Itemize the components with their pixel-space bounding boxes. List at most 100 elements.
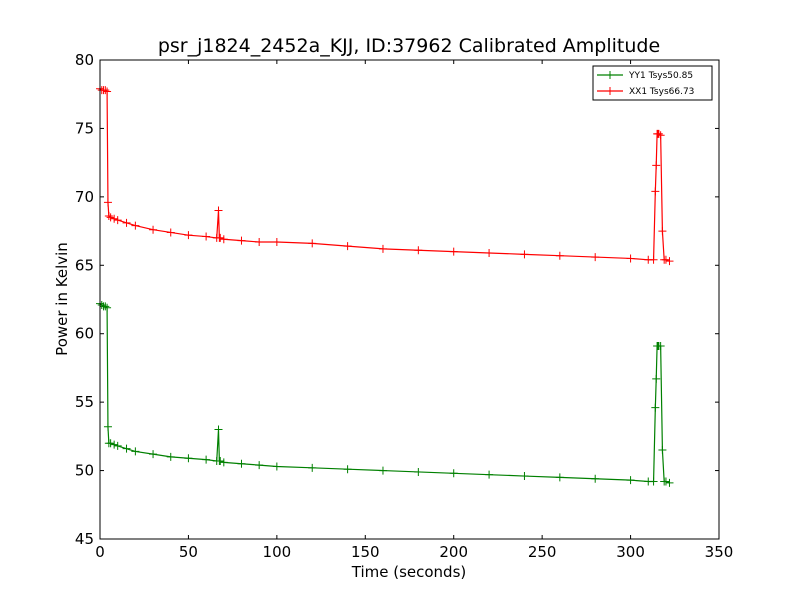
series-1-point	[106, 439, 115, 448]
series-1-line	[99, 303, 670, 484]
series-2-point	[308, 239, 317, 248]
series-1-point	[661, 477, 670, 486]
x-tick-label: 350	[705, 543, 734, 561]
series-2-point	[626, 254, 635, 263]
series-1-point	[626, 476, 635, 485]
series-2-line	[99, 88, 670, 262]
series-1-point	[343, 465, 352, 474]
series-1-point	[237, 459, 246, 468]
series-2-point	[555, 251, 564, 260]
series-1-point	[202, 455, 211, 464]
series-1-point	[652, 374, 661, 383]
x-tick-label: 250	[528, 543, 557, 561]
series-2-point	[591, 253, 600, 262]
series-2-point	[651, 187, 660, 196]
legend-label: YY1 Tsys50.85	[628, 71, 693, 81]
series-2-point	[272, 238, 281, 247]
series-1-point	[122, 444, 131, 453]
legend-box	[592, 65, 713, 101]
series-1-point	[555, 473, 564, 482]
series-2-point	[101, 86, 110, 95]
series-1-point	[308, 463, 317, 472]
series-2-point	[122, 218, 131, 227]
series-1-point	[113, 441, 122, 450]
series-1-point	[656, 342, 665, 351]
x-tick-label: 150	[351, 543, 380, 561]
series-2-point	[237, 236, 246, 245]
series-1-point	[184, 454, 193, 463]
series-2-point	[113, 216, 122, 225]
series-2-point	[110, 214, 119, 223]
series-2-point	[654, 129, 663, 138]
x-tick-label: 0	[95, 543, 105, 561]
x-tick-label: 300	[616, 543, 645, 561]
series-2-point	[652, 161, 661, 170]
y-tick-label: 50	[75, 462, 94, 480]
series-1-point	[449, 469, 458, 478]
series-1-point	[101, 302, 110, 311]
legend: YY1 Tsys50.85 XX1 Tsys66.73	[592, 65, 713, 101]
series-1-point	[131, 447, 140, 456]
plot-background	[100, 60, 719, 539]
series-1-point	[149, 450, 158, 459]
chart-title: psr_j1824_2452a_KJJ, ID:37962 Calibrated…	[158, 35, 660, 57]
plot-area: 0 50 100 150 200 250 300 350 45 50 55 60 65 70 75 80	[75, 51, 733, 561]
y-tick-label: 75	[75, 119, 94, 137]
series-2-point	[149, 225, 158, 234]
y-tick-label: 80	[75, 51, 94, 69]
series-1-point	[103, 303, 112, 312]
series-1-point	[166, 452, 175, 461]
series-1-point	[103, 422, 112, 431]
plot-frame	[99, 59, 720, 540]
series-1-point	[651, 403, 660, 412]
y-tick-label: 45	[75, 530, 94, 548]
series-2-point	[214, 206, 223, 215]
series-1-point	[414, 467, 423, 476]
series-2-point	[520, 250, 529, 259]
series-2-point	[103, 87, 112, 96]
series-1-point	[216, 456, 225, 465]
series-2-point	[184, 231, 193, 240]
y-tick-label: 55	[75, 393, 94, 411]
series-2-point	[219, 235, 228, 244]
series-2-point	[378, 244, 387, 253]
series-2-point	[202, 232, 211, 241]
series-1-point	[665, 478, 674, 487]
x-tick-label: 100	[263, 543, 292, 561]
series-1-point	[378, 466, 387, 475]
series-1-point	[110, 440, 119, 449]
y-tick-label: 60	[75, 325, 94, 343]
series-1-point	[591, 474, 600, 483]
series-2-point	[661, 255, 670, 264]
series-1-point	[658, 446, 667, 455]
series-1-point	[520, 472, 529, 481]
y-axis-label: Power in Kelvin	[53, 242, 71, 356]
legend-label: XX1 Tsys66.73	[629, 87, 694, 97]
y-tick-label: 70	[75, 188, 94, 206]
series-2-point	[414, 246, 423, 255]
series-1-point	[97, 300, 106, 309]
series-2-point	[131, 221, 140, 230]
series-1-point	[272, 462, 281, 471]
series-2-point	[343, 242, 352, 251]
series-1-point	[219, 458, 228, 467]
series-2-point	[449, 247, 458, 256]
series-2-point	[658, 227, 667, 236]
legend-marker	[606, 71, 614, 79]
x-tick-label: 200	[439, 543, 468, 561]
series-2-point	[649, 255, 658, 264]
x-tick-label: 50	[179, 543, 198, 561]
y-tick-label: 65	[75, 256, 94, 274]
series-2-point	[485, 248, 494, 257]
x-axis-label: Time (seconds)	[351, 563, 467, 581]
series-1-point	[255, 461, 264, 470]
series-2-point	[665, 257, 674, 266]
series-2-point	[216, 233, 225, 242]
series-2-point	[103, 198, 112, 207]
series-2-point	[106, 213, 115, 222]
series-2-point	[166, 228, 175, 237]
legend-marker	[606, 87, 614, 95]
series-1-point	[649, 477, 658, 486]
series-2-point	[656, 131, 665, 140]
